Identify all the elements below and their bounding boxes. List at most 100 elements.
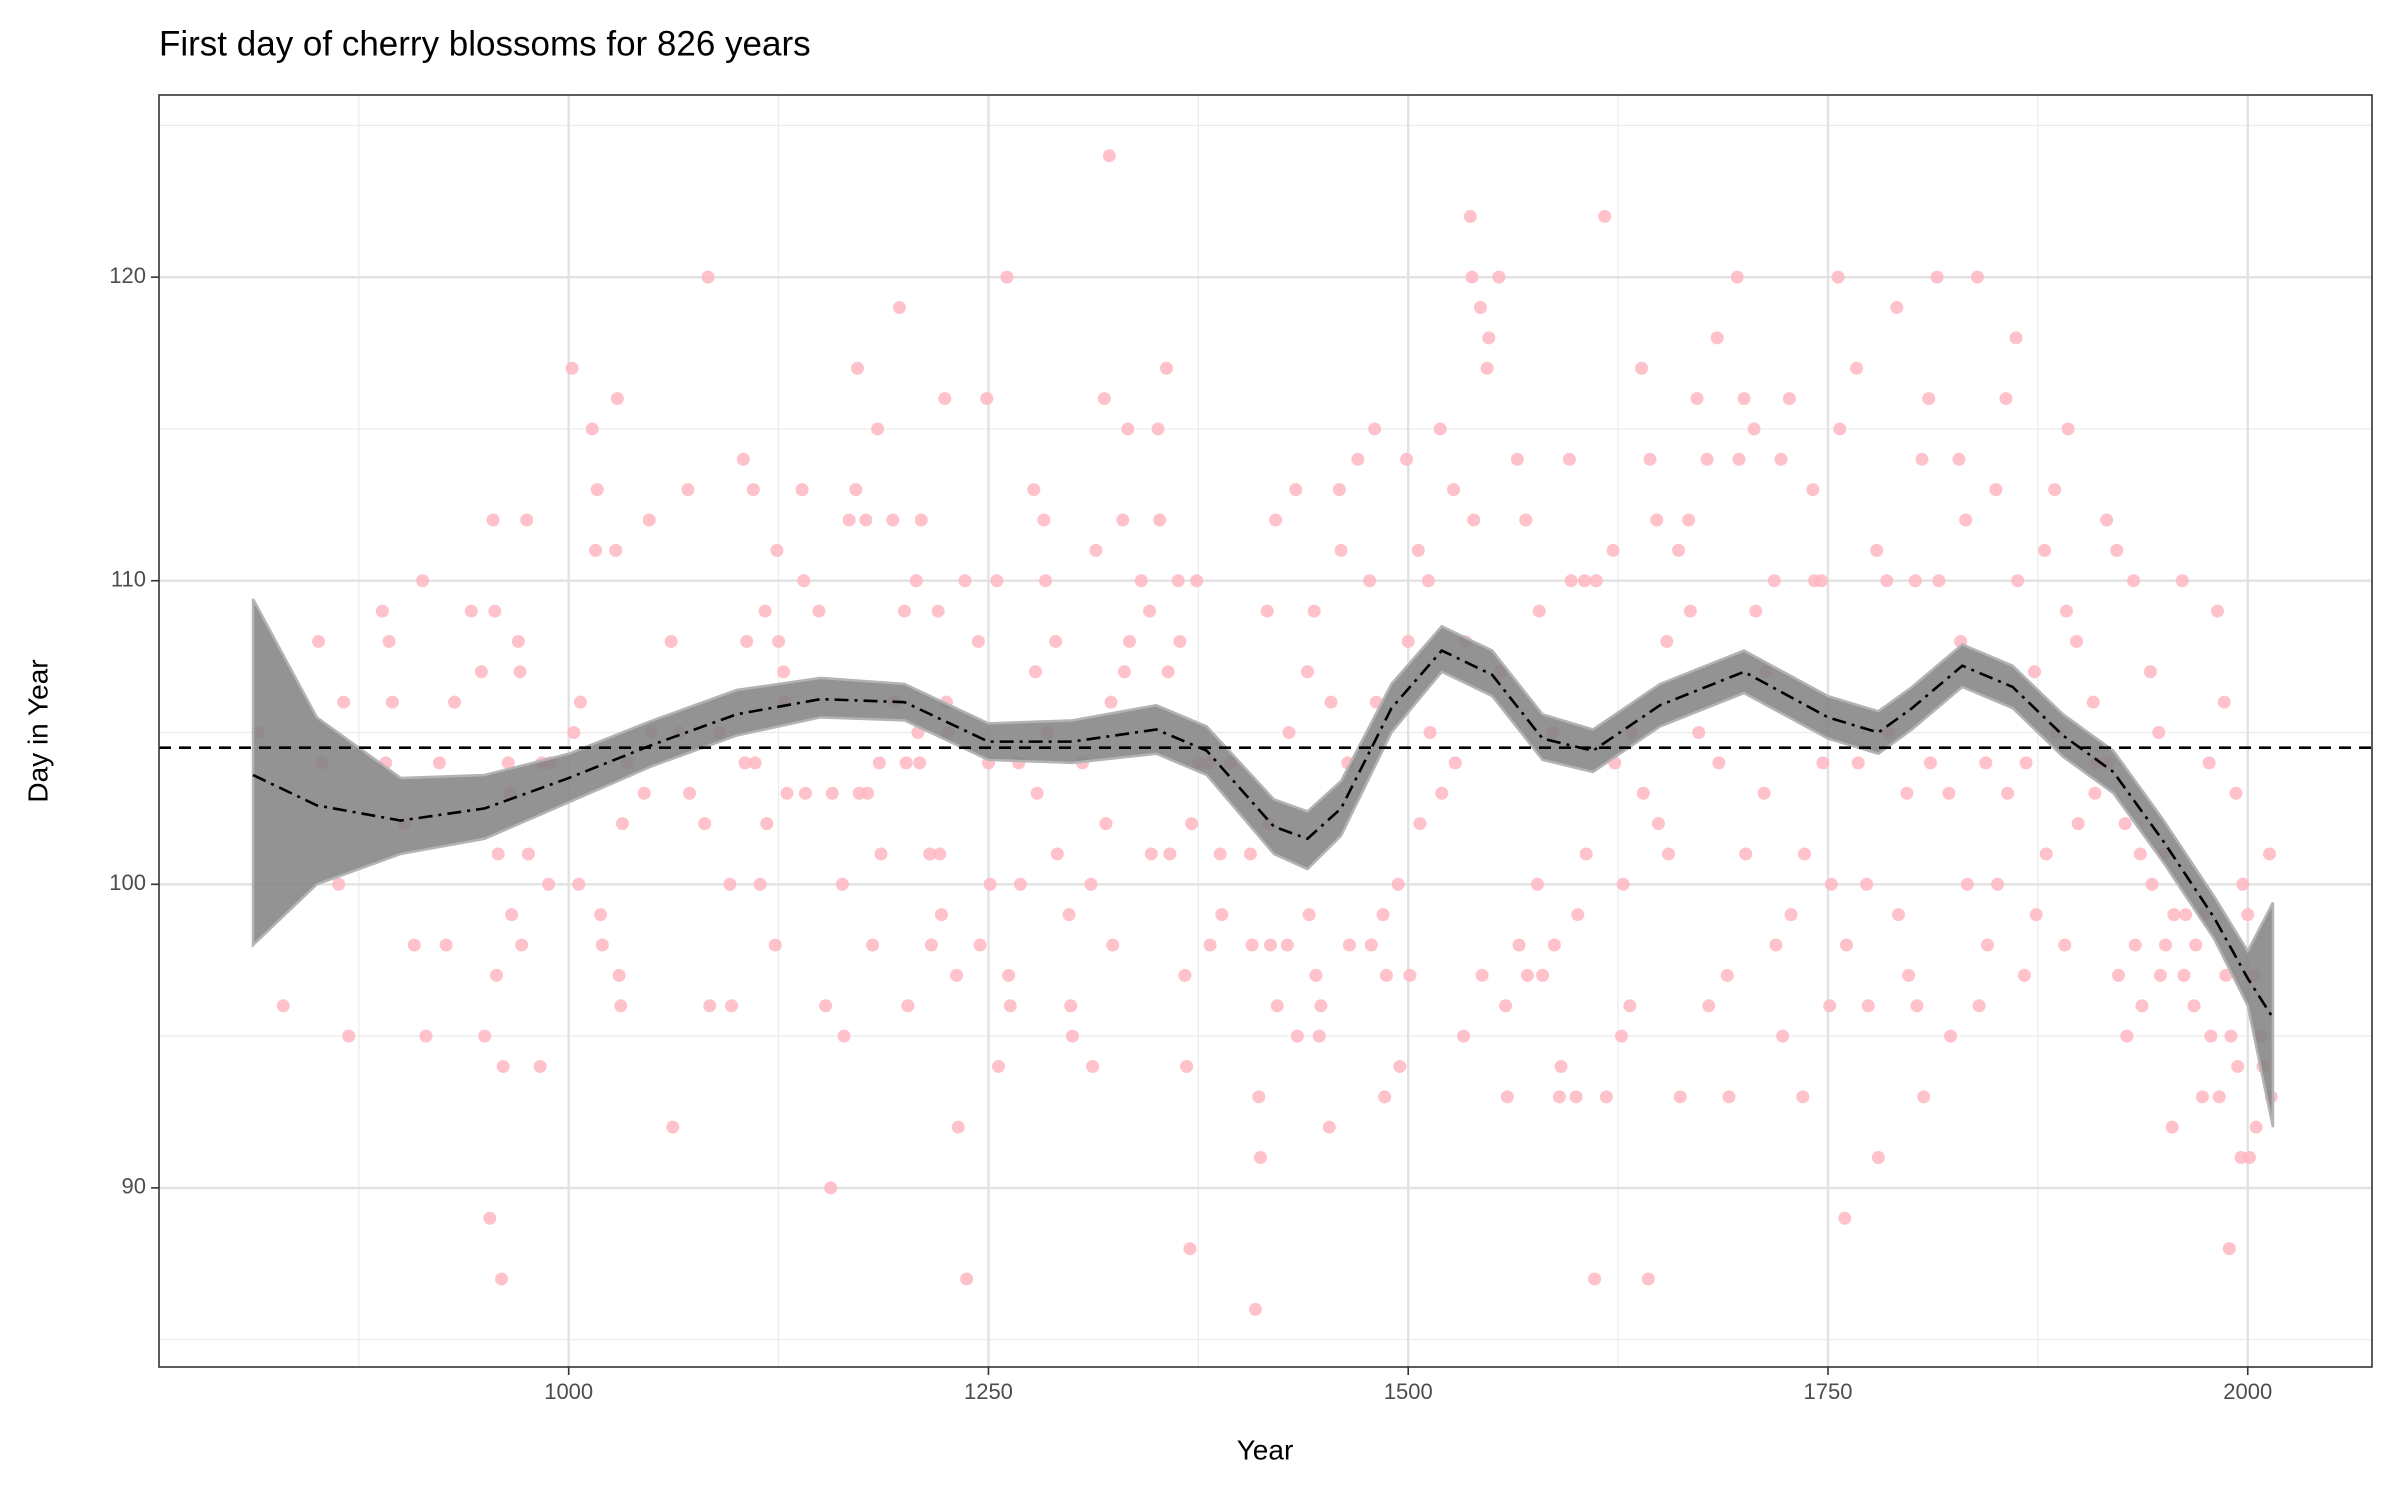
point — [1838, 1211, 1852, 1225]
point — [1391, 877, 1405, 891]
point — [1151, 422, 1165, 436]
point — [683, 786, 697, 800]
point — [1161, 665, 1175, 679]
point — [1850, 361, 1864, 375]
point — [1116, 513, 1130, 527]
point — [1400, 452, 1414, 466]
point — [2241, 908, 2255, 922]
point — [1860, 877, 1874, 891]
point — [1037, 513, 1051, 527]
point — [1730, 270, 1744, 284]
point — [835, 877, 849, 891]
point — [725, 999, 739, 1013]
point — [1910, 999, 1924, 1013]
point — [1598, 209, 1612, 223]
point — [723, 877, 737, 891]
point — [1651, 817, 1665, 831]
point — [2189, 938, 2203, 952]
point — [1814, 574, 1828, 588]
point — [1952, 452, 1966, 466]
point — [1122, 634, 1136, 648]
point — [923, 847, 937, 861]
point — [2217, 695, 2231, 709]
point — [1248, 1302, 1262, 1316]
point — [866, 938, 880, 952]
point — [1312, 1029, 1326, 1043]
point — [1579, 847, 1593, 861]
point — [780, 786, 794, 800]
point — [973, 938, 987, 952]
point — [2158, 938, 2172, 952]
point — [1280, 938, 1294, 952]
point — [1173, 634, 1187, 648]
point — [1552, 1090, 1566, 1104]
point — [1767, 574, 1781, 588]
x-axis-title: Year — [1237, 1434, 1294, 1465]
x-tick-label: 1000 — [544, 1379, 593, 1404]
point — [2175, 574, 2189, 588]
point — [448, 695, 462, 709]
point — [1159, 361, 1173, 375]
point — [1030, 786, 1044, 800]
point — [2204, 1029, 2218, 1043]
point — [565, 361, 579, 375]
point — [491, 847, 505, 861]
point — [1421, 574, 1435, 588]
chart-title: First day of cherry blossoms for 826 yea… — [159, 24, 811, 63]
point — [1562, 452, 1576, 466]
point — [1902, 968, 1916, 982]
point — [1465, 270, 1479, 284]
point — [1097, 392, 1111, 406]
y-tick-label: 100 — [109, 870, 146, 895]
point — [642, 513, 656, 527]
point — [1134, 574, 1148, 588]
point — [2110, 543, 2124, 557]
point — [332, 877, 346, 891]
point — [1749, 604, 1763, 618]
point — [898, 604, 912, 618]
point — [2069, 634, 2083, 648]
point — [1062, 908, 1076, 922]
point — [1606, 543, 1620, 557]
point — [1512, 938, 1526, 952]
point — [1364, 938, 1378, 952]
point — [874, 847, 888, 861]
point — [1213, 847, 1227, 861]
point — [520, 513, 534, 527]
point — [1282, 726, 1296, 740]
point — [1322, 1120, 1336, 1134]
point — [1991, 877, 2005, 891]
point — [931, 604, 945, 618]
point — [1892, 908, 1906, 922]
point — [950, 968, 964, 982]
point — [1532, 604, 1546, 618]
point — [585, 422, 599, 436]
point — [1861, 999, 1875, 1013]
point — [1979, 756, 1993, 770]
point — [432, 756, 446, 770]
point — [1531, 877, 1545, 891]
point — [1423, 726, 1437, 740]
point — [2187, 999, 2201, 1013]
x-tick-label: 1250 — [964, 1379, 1013, 1404]
point — [521, 847, 535, 861]
point — [886, 513, 900, 527]
point — [2039, 847, 2053, 861]
point — [1519, 513, 1533, 527]
point — [1890, 301, 1904, 315]
point — [1243, 847, 1257, 861]
point — [1942, 786, 1956, 800]
point — [1839, 938, 1853, 952]
point — [992, 1059, 1006, 1073]
point — [1290, 1029, 1304, 1043]
x-tick-label: 2000 — [2223, 1379, 2272, 1404]
point — [1153, 513, 1167, 527]
point — [892, 301, 906, 315]
point — [1203, 938, 1217, 952]
point — [375, 604, 389, 618]
point — [1616, 877, 1630, 891]
point — [797, 574, 811, 588]
point — [812, 604, 826, 618]
point — [2009, 331, 2023, 345]
point — [1636, 786, 1650, 800]
